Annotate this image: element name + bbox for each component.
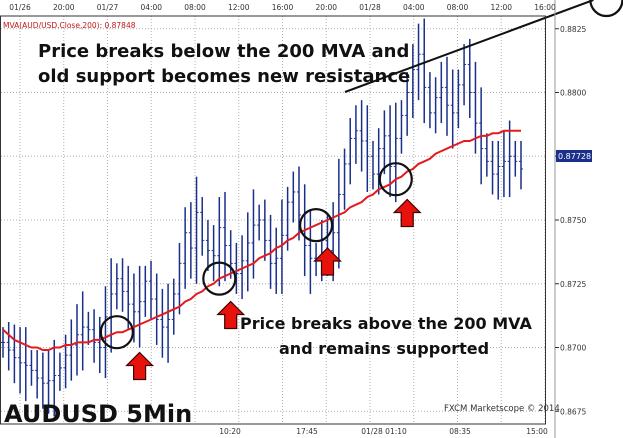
resistance-pointer-line xyxy=(344,0,594,93)
top-tick-label: 16:00 xyxy=(534,3,556,12)
axes: 0.88250.88000.87750.87500.87250.87000.86… xyxy=(9,3,586,436)
annotation-bottom-line-2: and remains supported xyxy=(279,339,489,358)
y-tick-label: 0.8725 xyxy=(560,280,586,289)
top-tick-label: 04:00 xyxy=(403,3,425,12)
top-tick-label: 01/28 xyxy=(359,3,381,12)
plot-frame xyxy=(0,15,546,425)
up-arrow xyxy=(125,351,155,381)
top-tick-label: 01/27 xyxy=(97,3,119,12)
top-tick-label: 12:00 xyxy=(228,3,250,12)
highlight-circle xyxy=(99,315,134,350)
top-tick-label: 01/26 xyxy=(9,3,31,12)
top-tick-label: 04:00 xyxy=(140,3,162,12)
top-tick-label: 16:00 xyxy=(272,3,294,12)
y-tick-label: 0.8675 xyxy=(560,407,586,416)
top-tick-label: 08:00 xyxy=(184,3,206,12)
top-tick-label: 08:00 xyxy=(447,3,469,12)
top-tick-label: 20:00 xyxy=(315,3,337,12)
highlight-circle xyxy=(202,261,237,296)
up-arrow xyxy=(216,300,246,330)
bottom-tick-label: 01/28 01:10 xyxy=(361,427,407,436)
corner-label: AUDUSD 5Min xyxy=(4,400,192,428)
watermark: FXCM Marketscope © 2014 xyxy=(444,404,560,414)
current-price-label: 0.87728 xyxy=(558,152,591,161)
annotation-bottom-line-1: Price breaks above the 200 MVA xyxy=(240,314,532,333)
highlight-circle xyxy=(298,208,334,243)
bottom-tick-label: 10:20 xyxy=(219,427,241,436)
up-arrow xyxy=(313,247,342,276)
up-arrow xyxy=(392,198,422,228)
bottom-tick-label: 08:35 xyxy=(449,427,471,436)
bottom-tick-label: 15:00 xyxy=(526,427,548,436)
mva-200-line xyxy=(2,129,521,351)
y-tick-label: 0.8800 xyxy=(560,89,586,98)
y-tick-label: 0.8700 xyxy=(560,344,586,353)
highlight-circle xyxy=(378,162,413,197)
top-tick-label: 20:00 xyxy=(53,3,75,12)
highlight-circle xyxy=(589,0,623,18)
top-tick-label: 12:00 xyxy=(490,3,512,12)
price-series xyxy=(1,18,523,417)
annotation-top-line-1: Price breaks below the 200 MVA and xyxy=(38,41,409,62)
chart-callouts xyxy=(99,0,623,381)
y-tick-label: 0.8750 xyxy=(560,216,586,225)
y-tick-label: 0.8825 xyxy=(560,25,586,34)
indicator-label: MVA(AUD/USD.Close,200): 0.87848 xyxy=(3,21,136,30)
bottom-tick-label: 17:45 xyxy=(296,427,318,436)
current-price-tag: 0.87728 xyxy=(556,150,592,162)
annotation-top-line-2: old support becomes new resistance xyxy=(38,66,410,87)
